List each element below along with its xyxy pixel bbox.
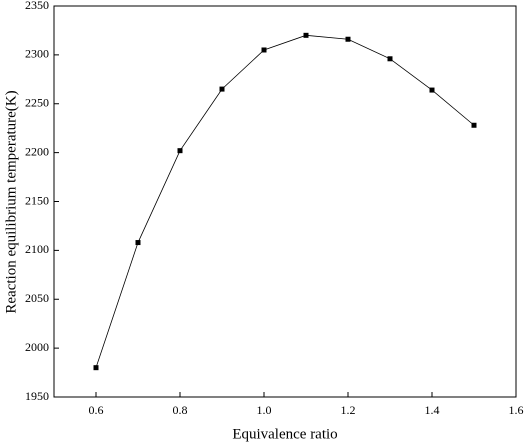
y-tick-label: 2350 [25,0,49,12]
x-axis-label: Equivalence ratio [232,426,337,442]
y-tick-label: 1950 [25,389,49,403]
data-point [303,32,309,38]
x-tick-label: 1.2 [341,403,356,417]
x-tick-label: 1.4 [425,403,440,417]
x-tick-label: 0.6 [89,403,104,417]
data-point [261,47,267,53]
data-point [177,148,183,154]
y-axis-label: Reaction equilibrium temperature(K) [3,90,19,313]
plot-frame [53,5,517,398]
data-point [135,240,141,246]
data-point [345,36,351,42]
y-tick-label: 2200 [25,144,49,158]
x-tick-label: 1.0 [257,403,272,417]
x-tick-label: 1.6 [509,403,524,417]
y-tick-label: 2150 [25,193,49,207]
y-tick-label: 2250 [25,96,49,110]
y-tick-label: 2300 [25,47,49,61]
y-tick-label: 2050 [25,291,49,305]
data-line [95,34,475,368]
x-tick-label: 0.8 [173,403,188,417]
data-point [429,87,435,93]
y-tick-label: 2000 [25,340,49,354]
y-tick-label: 2100 [25,242,49,256]
data-point [471,122,477,128]
data-point [219,86,225,92]
data-point [387,56,393,62]
data-point [93,365,99,371]
